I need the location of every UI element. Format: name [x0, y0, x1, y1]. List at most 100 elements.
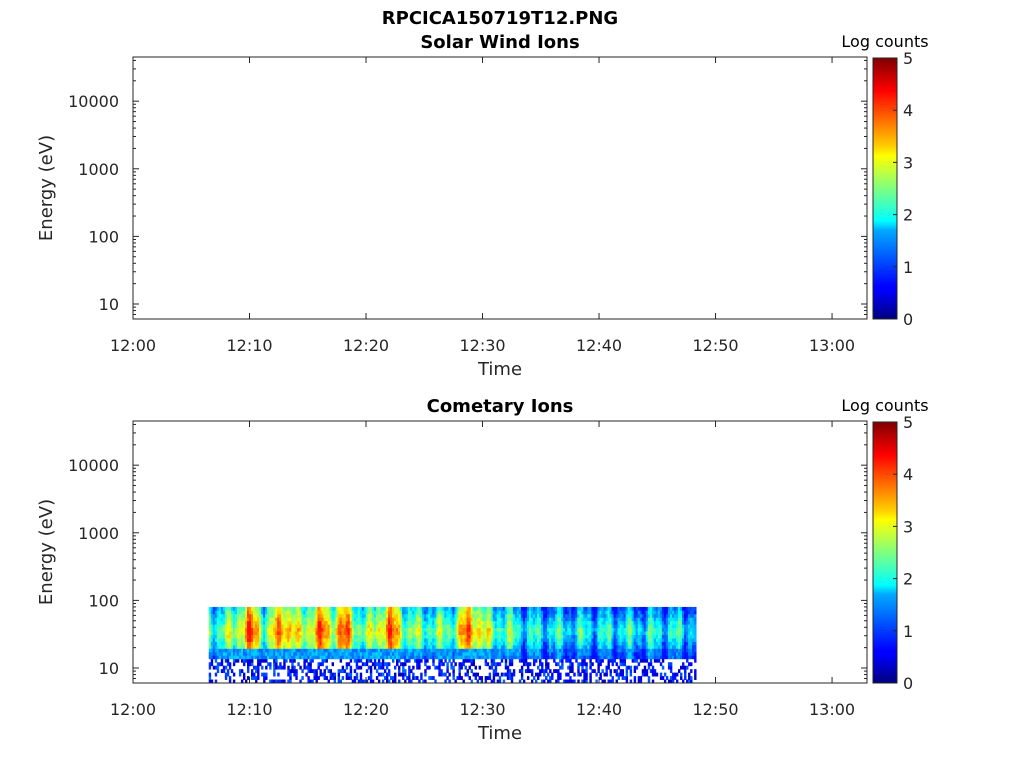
spectrogram-cell — [251, 620, 254, 625]
spectrogram-cell — [561, 606, 564, 611]
spectrogram-cell — [458, 617, 461, 622]
spectrogram-cell — [297, 655, 300, 660]
spectrogram-cell — [474, 624, 477, 629]
spectrogram-cell — [621, 669, 625, 674]
spectrogram-cell — [251, 648, 254, 653]
spectrogram-cell — [438, 669, 441, 674]
spectrogram-cell — [394, 672, 397, 677]
spectrogram-cell — [569, 648, 572, 653]
spectrogram-cell — [464, 655, 467, 660]
spectrogram-cell — [297, 620, 300, 625]
spectrogram-cell — [283, 624, 286, 629]
spectrogram-cell — [311, 620, 314, 625]
spectrogram-cell — [371, 613, 375, 618]
spectrogram-cell — [480, 644, 484, 649]
spectrogram-cell — [541, 655, 544, 660]
spectrogram-cell — [297, 648, 300, 653]
spectrogram-cell — [321, 610, 324, 615]
spectrogram-cell — [307, 651, 310, 656]
spectrogram-cell — [595, 651, 598, 656]
spectrogram-cell — [633, 658, 637, 663]
spectrogram-cell — [373, 613, 377, 618]
spectrogram-cell — [688, 634, 691, 639]
spectrogram-cell — [661, 676, 665, 680]
spectrogram-cell — [331, 644, 334, 649]
spectrogram-cell — [456, 638, 459, 642]
spectrogram-cell — [281, 624, 284, 629]
spectrogram-cell — [240, 638, 244, 642]
spectrogram-cell — [267, 641, 270, 646]
spectrogram-cell — [478, 651, 482, 656]
spectrogram-cell — [631, 658, 635, 663]
spectrogram-cell — [440, 662, 443, 667]
spectrogram-cell — [236, 634, 240, 639]
spectrogram-cell — [424, 638, 427, 642]
spectrogram-cell — [379, 662, 383, 667]
spectrogram-cell — [339, 606, 343, 611]
spectrogram-cell — [396, 617, 399, 622]
spectrogram-cell — [341, 641, 345, 646]
spectrogram-cell — [226, 662, 230, 667]
spectrogram-cell — [633, 627, 637, 632]
spectrogram-cell — [385, 662, 389, 667]
spectrogram-cell — [649, 613, 653, 618]
spectrogram-cell — [394, 610, 397, 615]
spectrogram-cell — [357, 613, 361, 618]
spectrogram-cell — [355, 676, 359, 680]
spectrogram-cell — [361, 613, 365, 618]
spectrogram-cell — [426, 665, 429, 670]
spectrogram-cell — [528, 610, 532, 615]
spectrogram-cell — [230, 624, 234, 629]
spectrogram-cell — [434, 644, 437, 649]
spectrogram-cell — [520, 610, 524, 615]
spectrogram-cell — [412, 676, 415, 680]
spectrogram-cell — [643, 651, 647, 656]
spectrogram-cell — [647, 648, 651, 653]
spectrogram-cell — [498, 676, 502, 680]
spectrogram-cell — [621, 638, 625, 642]
spectrogram-cell — [293, 634, 296, 639]
spectrogram-cell — [299, 631, 302, 635]
spectrogram-cell — [430, 631, 433, 635]
spectrogram-cell — [655, 651, 659, 656]
spectrogram-cell — [621, 662, 625, 667]
spectrogram-cell — [688, 648, 691, 653]
spectrogram-cell — [669, 613, 673, 618]
spectrogram-cell — [607, 617, 610, 622]
spectrogram-cell — [420, 658, 423, 663]
spectrogram-cell — [456, 624, 459, 629]
spectrogram-cell — [547, 662, 550, 667]
spectrogram-cell — [667, 638, 671, 642]
spectrogram-cell — [353, 627, 357, 632]
spectrogram-cell — [577, 627, 580, 632]
spectrogram-cell — [551, 651, 554, 656]
spectrogram-cell — [377, 644, 381, 649]
spectrogram-cell — [464, 617, 467, 622]
spectrogram-cell — [549, 679, 552, 684]
spectrogram-cell — [488, 665, 492, 670]
spectrogram-cell — [398, 613, 401, 618]
spectrogram-cell — [418, 613, 421, 618]
spectrogram-cell — [613, 634, 616, 639]
spectrogram-cell — [375, 676, 379, 680]
spectrogram-cell — [452, 610, 455, 615]
spectrogram-cell — [271, 641, 274, 646]
spectrogram-cell — [665, 631, 669, 635]
spectrogram-cell — [653, 634, 657, 639]
spectrogram-cell — [478, 676, 482, 680]
spectrogram-cell — [506, 655, 510, 660]
spectrogram-cell — [434, 624, 437, 629]
spectrogram-cell — [301, 641, 304, 646]
spectrogram-cell — [458, 672, 461, 677]
spectrogram-cell — [680, 644, 683, 649]
spectrogram-cell — [611, 638, 614, 642]
spectrogram-cell — [450, 613, 453, 618]
spectrogram-cell — [369, 658, 373, 663]
spectrogram-cell — [247, 644, 250, 649]
spectrogram-cell — [436, 644, 439, 649]
spectrogram-cell — [659, 655, 663, 660]
spectrogram-cell — [609, 631, 612, 635]
spectrogram-cell — [299, 641, 302, 646]
spectrogram-cell — [414, 624, 417, 629]
spectrogram-cell — [615, 631, 618, 635]
